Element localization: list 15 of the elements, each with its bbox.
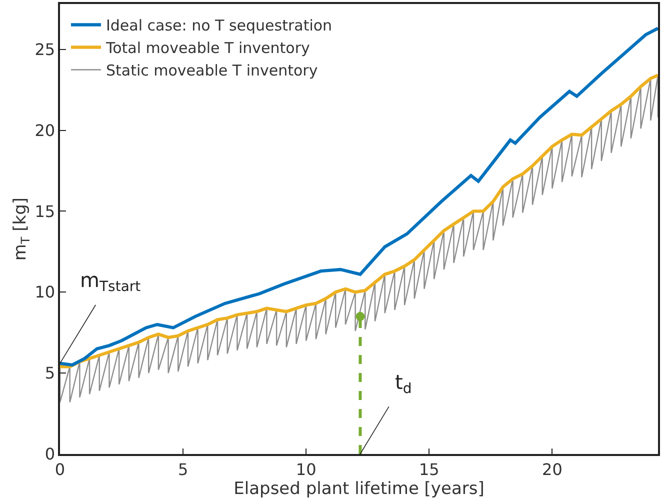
legend-label: Ideal case: no T sequestration [106,16,332,35]
y-tick-label: 0 [44,444,56,464]
x-axis-title: Elapsed plant lifetime [years] [234,478,484,499]
x-tick-label: 15 [418,460,440,479]
annotation: t$_{d}$ [395,370,412,398]
y-tick-label: 10 [34,282,56,302]
legend-label: Total moveable T inventory [104,39,310,58]
y-tick-label: 25 [34,40,56,59]
legend-label: Static moveable T inventory [106,62,318,80]
x-tick-label: 10 [296,460,316,479]
y-tick-label: 15 [34,202,56,221]
x-tick-label: 20 [542,460,562,479]
x-tick-label: 5 [178,460,188,479]
y-tick-label: 5 [44,364,56,383]
y-tick-label: 20 [34,120,56,140]
